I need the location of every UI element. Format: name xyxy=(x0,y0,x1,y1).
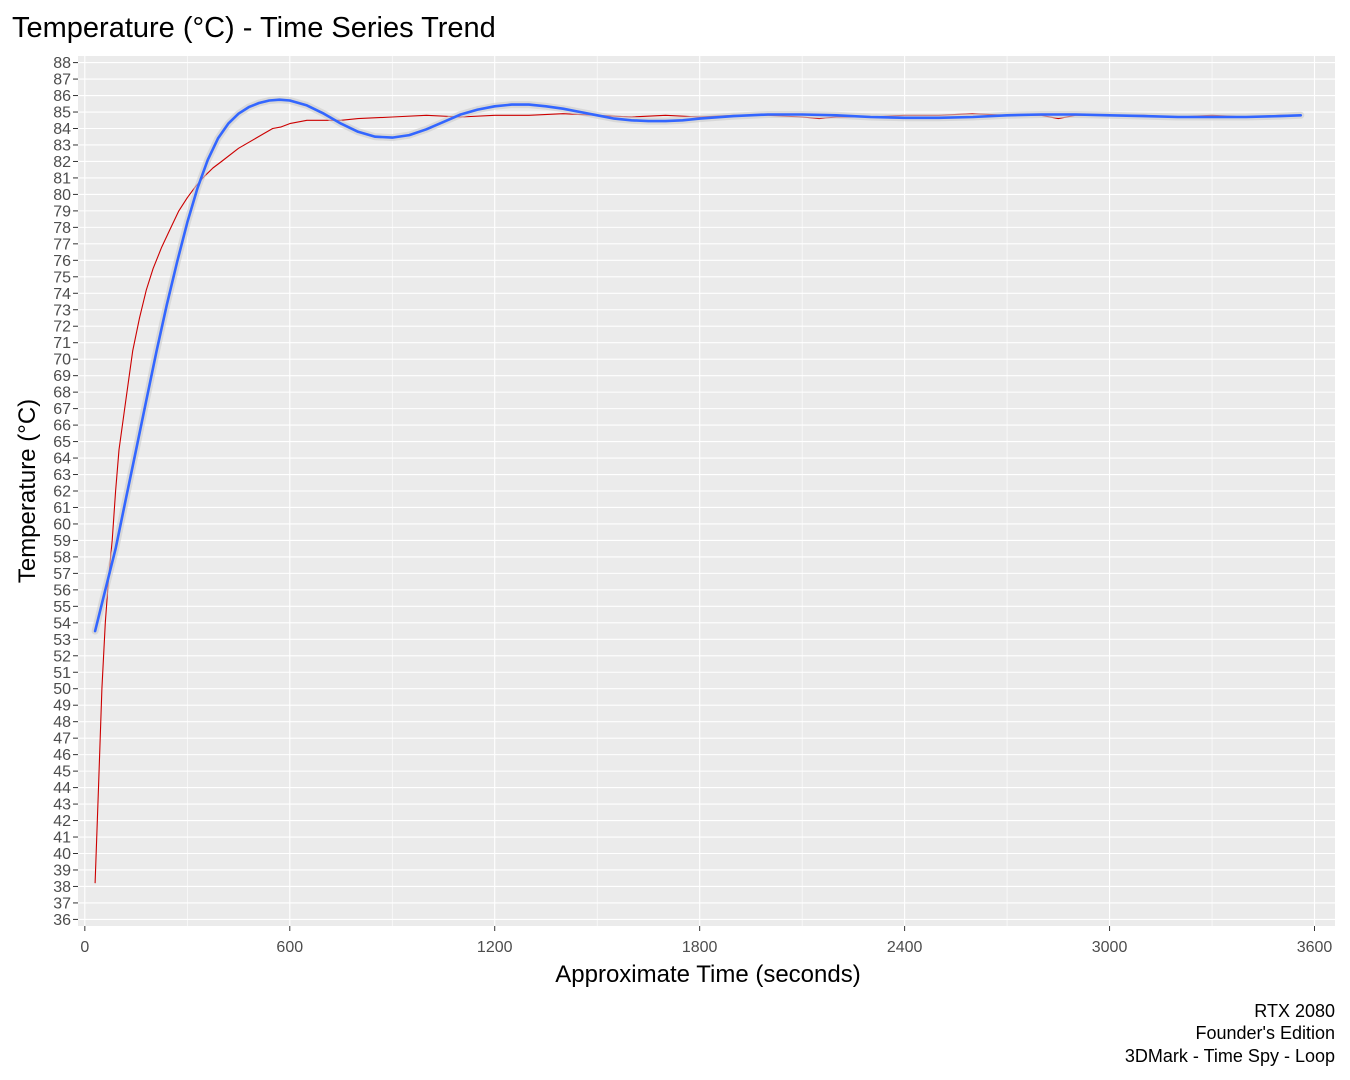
caption-line-3: 3DMark - Time Spy - Loop xyxy=(1125,1046,1335,1066)
y-tick-label: 49 xyxy=(53,698,71,715)
x-tick-label: 3000 xyxy=(1092,939,1128,956)
y-tick-label: 82 xyxy=(53,154,71,171)
y-tick-label: 55 xyxy=(53,599,71,616)
y-tick-label: 66 xyxy=(53,418,71,435)
y-tick-label: 39 xyxy=(53,862,71,879)
y-tick-label: 57 xyxy=(53,566,71,583)
y-tick-label: 54 xyxy=(53,615,71,632)
y-tick-label: 73 xyxy=(53,302,71,319)
y-tick-label: 67 xyxy=(53,401,71,418)
major-gridlines xyxy=(78,56,1335,926)
y-tick-label: 46 xyxy=(53,747,71,764)
y-tick-label: 83 xyxy=(53,137,71,154)
y-tick-label: 47 xyxy=(53,731,71,748)
y-tick-label: 50 xyxy=(53,681,71,698)
y-tick-label: 40 xyxy=(53,846,71,863)
y-tick-label: 81 xyxy=(53,170,71,187)
y-tick-label: 71 xyxy=(53,335,71,352)
y-tick-label: 84 xyxy=(53,121,71,138)
y-tick-label: 65 xyxy=(53,434,71,451)
caption-line-1: RTX 2080 xyxy=(1254,1001,1335,1021)
y-tick-label: 45 xyxy=(53,764,71,781)
y-tick-label: 59 xyxy=(53,533,71,550)
y-axis: 3637383940414243444546474849505152535455… xyxy=(53,55,78,929)
y-tick-label: 63 xyxy=(53,467,71,484)
y-tick-label: 85 xyxy=(53,105,71,122)
x-tick-label: 2400 xyxy=(887,939,923,956)
y-tick-label: 77 xyxy=(53,236,71,253)
y-tick-label: 56 xyxy=(53,582,71,599)
y-tick-label: 86 xyxy=(53,88,71,105)
y-tick-label: 69 xyxy=(53,368,71,385)
y-tick-label: 87 xyxy=(53,72,71,89)
x-axis: 0 600 1200 1800 2400 3000 3600 xyxy=(80,926,1332,956)
y-tick-label: 60 xyxy=(53,516,71,533)
y-tick-label: 76 xyxy=(53,253,71,270)
y-tick-label: 68 xyxy=(53,385,71,402)
y-tick-label: 64 xyxy=(53,451,71,468)
y-tick-label: 52 xyxy=(53,648,71,665)
x-tick-label: 3600 xyxy=(1297,939,1333,956)
y-tick-label: 44 xyxy=(53,780,71,797)
y-tick-label: 78 xyxy=(53,220,71,237)
y-tick-label: 38 xyxy=(53,879,71,896)
y-tick-label: 88 xyxy=(53,55,71,72)
caption-line-2: Founder's Edition xyxy=(1195,1023,1335,1043)
y-tick-label: 62 xyxy=(53,484,71,501)
series-layer xyxy=(91,96,1305,884)
x-tick-label: 600 xyxy=(276,939,303,956)
y-tick-label: 43 xyxy=(53,797,71,814)
y-tick-label: 51 xyxy=(53,665,71,682)
x-tick-label: 1200 xyxy=(477,939,513,956)
trend-line xyxy=(93,98,1303,633)
y-tick-label: 37 xyxy=(53,895,71,912)
y-tick-label: 72 xyxy=(53,319,71,336)
chart-title: Temperature (°C) - Time Series Trend xyxy=(12,12,496,44)
x-tick-label: 0 xyxy=(80,939,89,956)
x-tick-label: 1800 xyxy=(682,939,718,956)
y-tick-label: 80 xyxy=(53,187,71,204)
y-tick-label: 61 xyxy=(53,500,71,517)
y-tick-label: 42 xyxy=(53,813,71,830)
y-tick-label: 36 xyxy=(53,912,71,929)
y-tick-label: 75 xyxy=(53,269,71,286)
y-tick-label: 74 xyxy=(53,286,71,303)
y-tick-label: 41 xyxy=(53,830,71,847)
y-tick-label: 58 xyxy=(53,549,71,566)
y-tick-label: 48 xyxy=(53,714,71,731)
y-tick-label: 79 xyxy=(53,203,71,220)
y-tick-label: 70 xyxy=(53,352,71,369)
y-tick-label: 53 xyxy=(53,632,71,649)
x-axis-title: Approximate Time (seconds) xyxy=(555,961,860,988)
y-axis-title: Temperature (°C) xyxy=(14,399,41,583)
